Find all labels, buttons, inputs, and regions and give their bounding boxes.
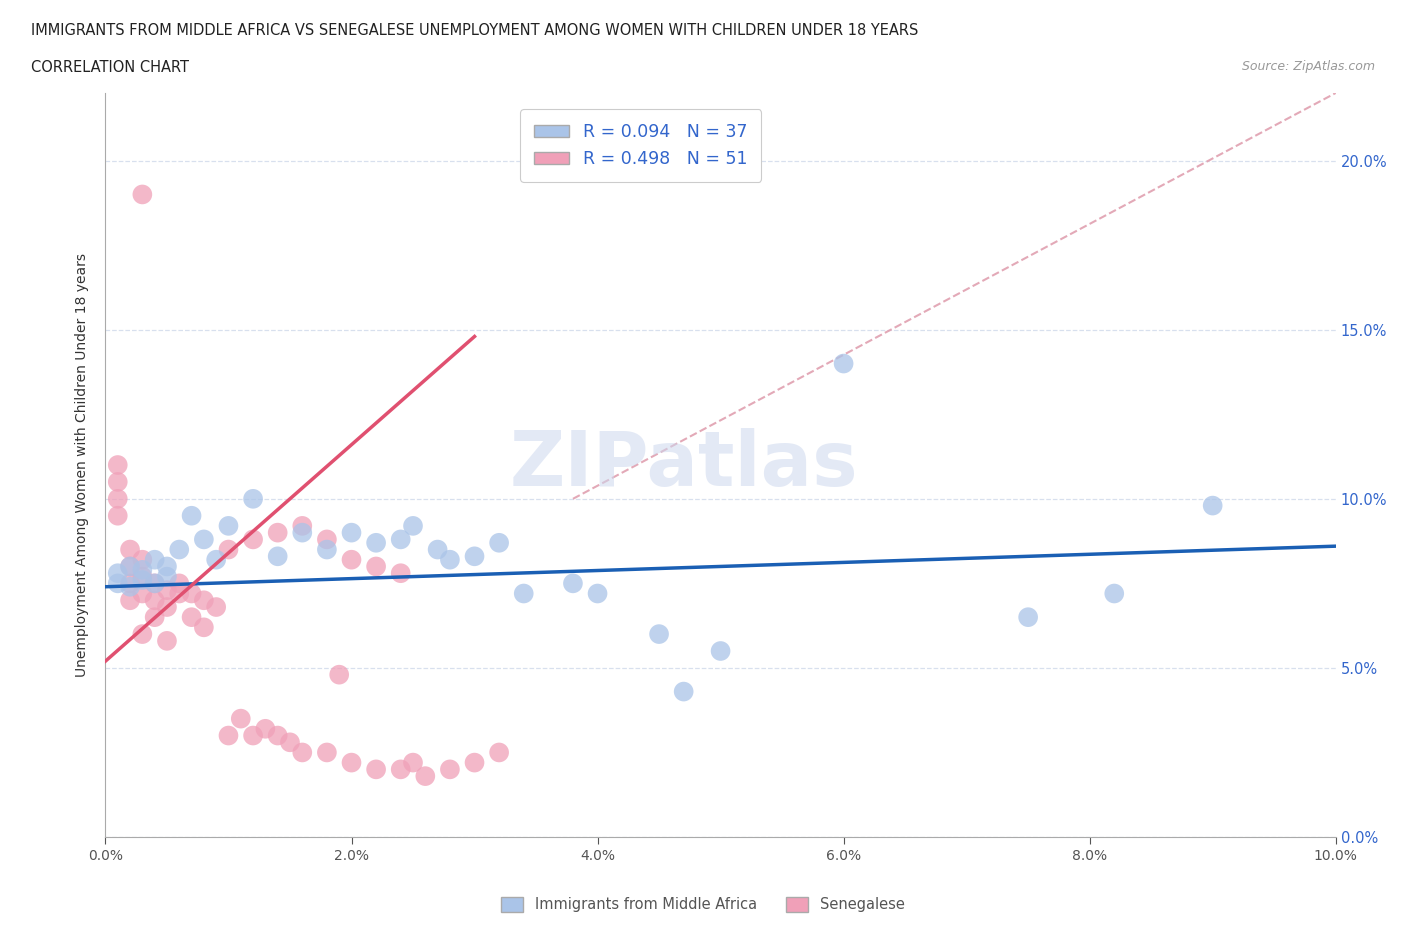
Point [169,542,191,557]
Point [562,576,585,591]
Point [439,762,461,777]
Point [1201,498,1223,513]
Point [120,559,141,574]
Point [291,525,314,540]
Point [648,627,671,642]
Point [832,356,855,371]
Point [389,532,412,547]
Point [143,576,166,591]
Point [315,532,337,547]
Legend: Immigrants from Middle Africa, Senegalese: Immigrants from Middle Africa, Senegales… [495,891,911,918]
Point [180,509,202,524]
Point [143,610,166,625]
Point [291,745,314,760]
Point [672,684,695,699]
Point [156,559,179,574]
Point [120,576,141,591]
Text: CORRELATION CHART: CORRELATION CHART [31,60,188,75]
Point [389,762,412,777]
Point [131,563,153,578]
Point [156,633,179,648]
Point [402,518,425,533]
Point [242,491,264,506]
Point [586,586,609,601]
Point [366,762,388,777]
Point [439,552,461,567]
Point [205,552,228,567]
Point [328,667,350,682]
Point [366,536,388,551]
Point [193,532,215,547]
Point [488,536,510,551]
Point [242,728,264,743]
Point [464,549,486,564]
Point [107,576,129,591]
Point [242,532,264,547]
Point [278,735,301,750]
Point [415,769,437,784]
Point [180,586,202,601]
Point [120,579,141,594]
Point [340,552,363,567]
Point [218,728,240,743]
Point [120,592,141,607]
Point [315,745,337,760]
Point [156,600,179,615]
Text: Source: ZipAtlas.com: Source: ZipAtlas.com [1241,60,1375,73]
Point [464,755,486,770]
Point [143,592,166,607]
Point [169,576,191,591]
Point [107,474,129,489]
Point [107,565,129,580]
Point [205,600,228,615]
Text: ZIPatlas: ZIPatlas [509,428,858,502]
Point [193,620,215,635]
Point [267,549,290,564]
Point [218,518,240,533]
Point [143,552,166,567]
Point [340,755,363,770]
Point [107,491,129,506]
Legend: R = 0.094   N = 37, R = 0.498   N = 51: R = 0.094 N = 37, R = 0.498 N = 51 [520,109,761,181]
Point [107,509,129,524]
Point [120,559,141,574]
Point [402,755,425,770]
Point [340,525,363,540]
Point [229,711,252,726]
Point [267,728,290,743]
Point [169,586,191,601]
Point [254,722,277,737]
Point [131,569,153,584]
Point [366,559,388,574]
Point [1104,586,1126,601]
Point [156,569,179,584]
Point [120,542,141,557]
Point [156,583,179,598]
Point [218,542,240,557]
Point [513,586,536,601]
Y-axis label: Unemployment Among Women with Children Under 18 years: Unemployment Among Women with Children U… [76,253,90,677]
Point [131,573,153,588]
Point [488,745,510,760]
Point [131,552,153,567]
Point [143,576,166,591]
Point [193,592,215,607]
Point [389,565,412,580]
Point [180,610,202,625]
Point [267,525,290,540]
Point [131,586,153,601]
Point [107,458,129,472]
Point [131,627,153,642]
Point [710,644,733,658]
Point [426,542,449,557]
Point [131,187,153,202]
Point [291,518,314,533]
Point [315,542,337,557]
Text: IMMIGRANTS FROM MIDDLE AFRICA VS SENEGALESE UNEMPLOYMENT AMONG WOMEN WITH CHILDR: IMMIGRANTS FROM MIDDLE AFRICA VS SENEGAL… [31,23,918,38]
Point [1017,610,1039,625]
